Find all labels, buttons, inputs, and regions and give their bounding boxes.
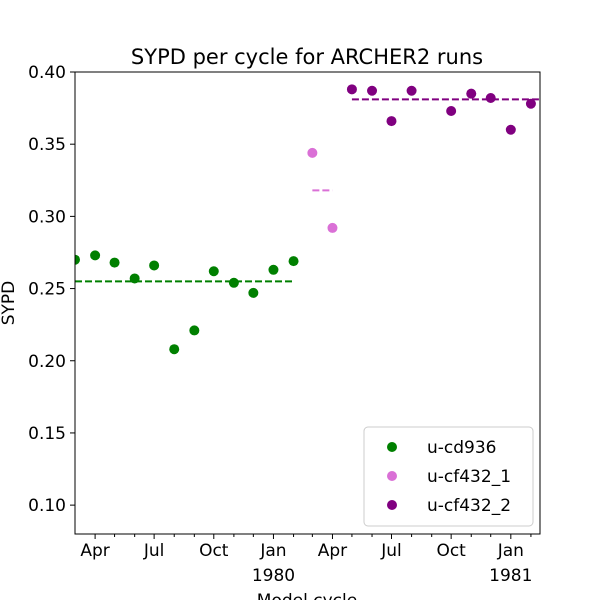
y-tick-label: 0.10 <box>28 496 66 516</box>
legend-marker-u-cf432_1 <box>387 471 397 481</box>
data-point-u-cf432_2-2 <box>386 116 397 127</box>
plot-area <box>75 84 540 355</box>
data-point-u-cf432_1-0 <box>307 147 318 158</box>
data-point-u-cf432_2-8 <box>525 98 536 109</box>
data-point-u-cf432_2-1 <box>367 85 378 96</box>
data-point-u-cd936-0 <box>75 254 80 265</box>
data-point-u-cf432_2-4 <box>446 105 457 116</box>
data-point-u-cf432_2-0 <box>346 84 357 95</box>
data-point-u-cd936-1 <box>90 250 101 261</box>
data-point-u-cd936-2 <box>109 257 120 268</box>
legend-marker-u-cf432_2 <box>387 500 397 510</box>
y-tick-label: 0.30 <box>28 207 66 227</box>
x-tick-label: Oct <box>436 541 466 561</box>
x-tick-label: Apr <box>318 541 347 561</box>
data-point-u-cf432_1-1 <box>327 222 338 233</box>
x-axis-label: Model cycle <box>257 591 357 600</box>
x-tick-year-label: 1981 <box>489 566 532 586</box>
data-point-u-cf432_2-5 <box>466 88 477 99</box>
data-point-u-cd936-11 <box>288 256 299 267</box>
x-tick-label: Jul <box>380 541 402 561</box>
data-point-u-cd936-9 <box>248 287 259 298</box>
y-axis: 0.10 0.15 0.20 0.25 0.30 0.35 0.40 <box>28 63 75 516</box>
legend-label-u-cd936: u-cd936 <box>427 438 497 458</box>
y-axis-label: SYPD <box>0 281 19 326</box>
x-tick-label: Jan <box>497 541 524 561</box>
x-tick-label: Jan <box>259 541 286 561</box>
data-point-u-cd936-5 <box>169 344 180 355</box>
x-tick-label: Apr <box>80 541 109 561</box>
data-point-u-cf432_2-3 <box>406 85 417 96</box>
y-tick-label: 0.35 <box>28 135 66 155</box>
plot-frame <box>74 71 541 535</box>
legend-box <box>363 426 534 527</box>
data-point-u-cf432_2-7 <box>505 124 516 135</box>
legend-label-u-cf432_2: u-cf432_2 <box>427 496 511 516</box>
chart-title: SYPD per cycle for ARCHER2 runs <box>131 45 483 69</box>
y-tick-label: 0.40 <box>28 63 66 83</box>
data-point-u-cf432_2-6 <box>485 92 496 103</box>
y-tick-label: 0.15 <box>28 424 66 444</box>
legend-marker-u-cd936 <box>387 442 397 452</box>
x-axis: Apr Jul Oct Jan 1980 Apr Jul Oct Jan 1981 <box>80 534 532 586</box>
y-tick-label: 0.20 <box>28 352 66 372</box>
data-point-u-cd936-8 <box>228 277 239 288</box>
x-tick-label: Oct <box>199 541 229 561</box>
legend-label-u-cf432_1: u-cf432_1 <box>427 467 511 487</box>
data-point-u-cd936-10 <box>268 264 279 275</box>
legend: u-cd936 u-cf432_1 u-cf432_2 <box>363 426 534 527</box>
x-tick-year-label: 1980 <box>252 566 295 586</box>
data-point-u-cd936-3 <box>129 273 140 284</box>
data-point-u-cd936-4 <box>149 260 160 271</box>
data-point-u-cd936-6 <box>189 325 200 336</box>
y-tick-label: 0.25 <box>28 280 66 300</box>
data-point-u-cd936-7 <box>208 266 219 277</box>
x-tick-label: Jul <box>143 541 165 561</box>
